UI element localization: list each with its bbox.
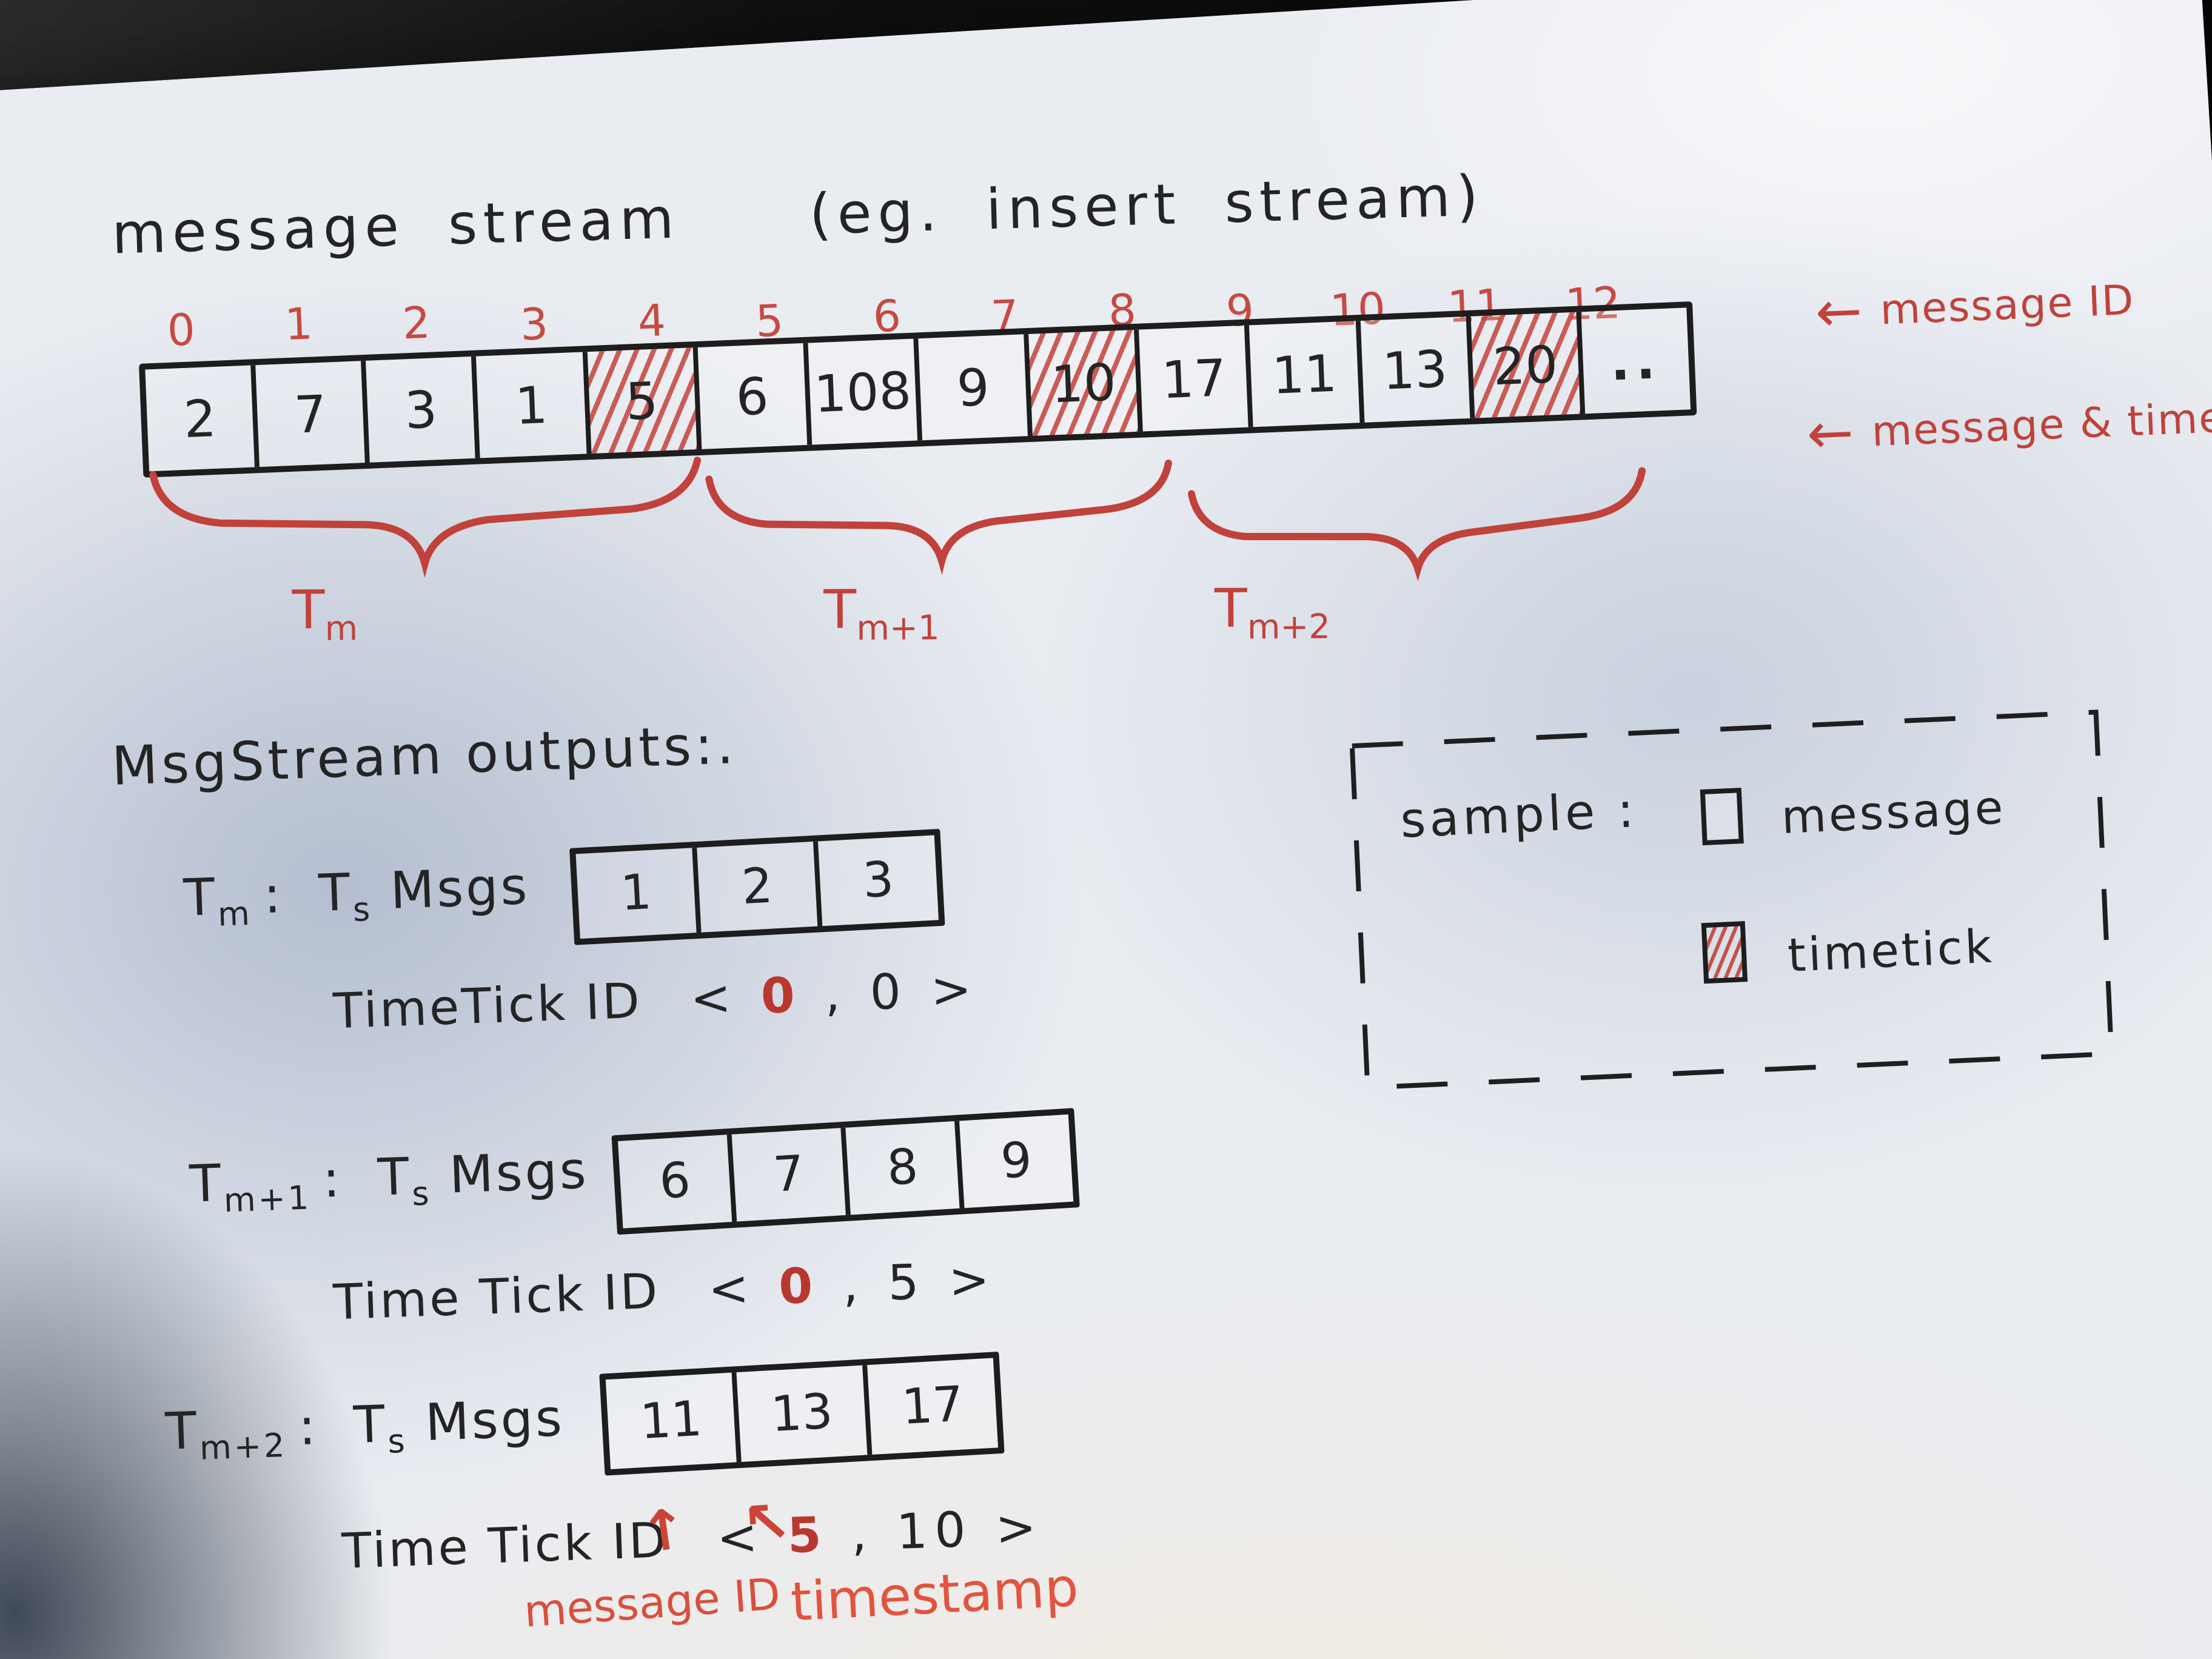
pointer-label-timestamp: timestamp [789,1557,1081,1634]
output-row-Tm+2: Tm+2: Ts Msgs 11 13 17 Time Tick ID < 5 ,… [164,1344,1255,1580]
message-box-icon [1700,788,1744,846]
timetick-timestamp: 10 [896,1502,974,1561]
stream-cell-timetick: 5 [581,347,697,454]
timetick-message-id: 0 [777,1258,821,1316]
stream-cell: 13 [1355,317,1470,423]
ts-msgs-table-Tm+2: 11 13 17 [599,1352,1005,1476]
annotation-message-id: ← message ID [1814,276,2136,345]
window-label-Tm+2: Tm+2 [1214,578,1331,648]
timetick-timestamp: 0 [869,964,910,1022]
msg-cell: 1 [619,864,653,922]
msg-cell: 6 [657,1153,692,1210]
msg-cell: 7 [726,1128,846,1222]
stream-index: 2 [401,298,432,350]
left-arrow-icon: ← [1814,277,1865,345]
stream-cell: 108 [803,338,918,445]
stream-cell: 9 [913,334,1028,441]
stream-cell: 2 [183,387,218,449]
msg-cell: 3 [813,835,939,927]
legend-box: sample : message timetick [1349,708,2116,1091]
up-arrow-icon: ↑ [635,1495,692,1566]
window-braces [149,457,1646,581]
stream-cell: 6 [692,343,807,450]
stream-cell: 7 [250,361,366,468]
stream-index: 1 [284,300,314,351]
up-left-arrow-icon: ↖ [740,1487,794,1559]
timetick-id-line: TimeTick ID < 0 , 0 > [332,962,980,1041]
brace-Tm+2 [1187,467,1646,581]
output-row-label: Tm: Ts Msgs [183,856,531,934]
legend-dashed-border [1349,709,2114,1090]
stream-index: 4 [637,297,667,347]
msg-cell: 2 [692,841,818,933]
output-row-Tm+1: Tm+1: Ts Msgs 6 7 8 9 Time Tick ID < 0 , … [182,1099,1273,1331]
output-row-Tm: Tm: Ts Msgs 1 2 3 TimeTick ID < 0 , 0 > [179,811,1270,1040]
stream-index: 3 [519,300,549,351]
window-label-Tm: Tm [292,579,358,649]
brace-Tm+1 [705,459,1172,575]
stream-cell: 11 [1244,321,1359,427]
message-stream-diagram: 0 1 2 3 4 5 6 7 8 9 10 11 12 2 7 3 1 5 6… [136,206,2212,774]
output-row-label: Tm+1: Ts Msgs [188,1140,590,1221]
timetick-box-icon [1701,921,1748,984]
stream-cell: 1 [471,352,586,458]
msg-cell: 13 [731,1365,868,1463]
timetick-id-line: Time Tick ID < 0 , 5 > [332,1252,998,1332]
stream-cell-timetick: 20 [1465,312,1580,418]
legend-title: sample : [1399,782,1639,850]
msg-cell: 8 [840,1121,960,1215]
msg-cell: 9 [954,1114,1074,1208]
brace-Tm [149,457,702,578]
ts-msgs-table-Tm: 1 2 3 [569,828,945,945]
stream-cell: 3 [361,356,476,463]
left-arrow-icon: ← [1805,399,1857,467]
msg-cell: 11 [638,1391,704,1451]
legend-item-label: timetick [1786,919,1996,982]
output-row-label: Tm+2: Ts Msgs [164,1388,566,1468]
timetick-message-id: 0 [760,968,803,1025]
timetick-message-id: 5 [786,1507,830,1565]
ts-msgs-table-Tm+1: 6 7 8 9 [611,1108,1080,1235]
annotation-message-timestamp: ← message & timestamp [1805,388,2212,467]
msg-cell: 17 [862,1358,999,1455]
stream-index: 0 [166,306,196,357]
stream-cell-ellipsis: .. [1576,307,1691,414]
stream-cell: 17 [1134,325,1249,432]
window-label-Tm+1: Tm+1 [823,579,940,648]
legend-item-label: message [1780,780,2007,845]
stream-cell-timetick: 10 [1024,329,1139,437]
pointer-label-message-id: message ID [522,1570,782,1638]
timetick-timestamp: 5 [886,1255,927,1312]
